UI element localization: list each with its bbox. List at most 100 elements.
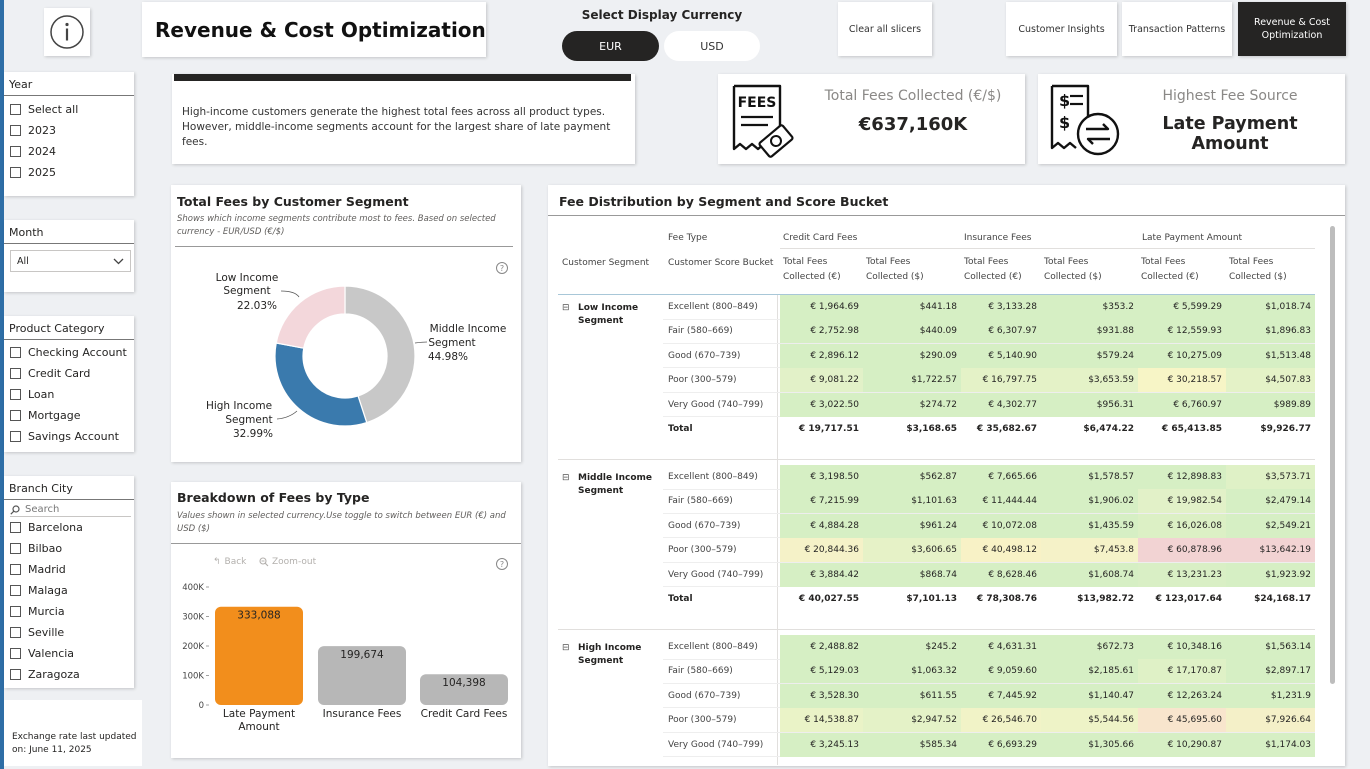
value-cell: $3,606.65 <box>863 538 961 563</box>
value-cell: $1,906.02 <box>1041 489 1138 514</box>
city-option[interactable]: Bilbao <box>4 538 134 559</box>
currency-eur-button[interactable]: EUR <box>562 31 659 61</box>
segment-divider <box>558 459 1315 460</box>
clear-slicers-button[interactable]: Clear all slicers <box>838 2 932 56</box>
checkbox[interactable] <box>10 389 21 400</box>
value-cell: $1,923.92 <box>1226 562 1315 587</box>
year-option[interactable]: 2023 <box>4 120 134 141</box>
insight-card: High-income customers generate the highe… <box>172 74 635 164</box>
back-button[interactable]: ↰ Back <box>213 557 247 567</box>
checkbox[interactable] <box>10 522 21 533</box>
total-label: Total <box>668 424 693 434</box>
collapse-icon[interactable]: ⊟ <box>562 473 570 483</box>
table-row: Good (670–739) € 4,884.28 $961.24 € 10,072.… <box>558 513 1318 539</box>
help-icon[interactable]: ? <box>495 261 509 275</box>
y-tick-label: 300K <box>182 613 204 623</box>
bar-insurance-fees[interactable] <box>318 646 406 705</box>
year-option[interactable]: Select all <box>4 99 134 120</box>
bar-credit-card-fees[interactable] <box>420 674 508 705</box>
value-cell: € 7,665.66 <box>961 465 1041 489</box>
checkbox[interactable] <box>10 410 21 421</box>
checkbox[interactable] <box>10 648 21 659</box>
tab-revenue-cost[interactable]: Revenue & Cost Optimization <box>1238 2 1346 56</box>
info-button[interactable] <box>44 8 90 56</box>
total-cell: € 123,017.64 <box>1155 594 1222 604</box>
tab-transaction-patterns[interactable]: Transaction Patterns <box>1122 2 1232 56</box>
row-divider <box>663 731 1315 733</box>
sub-header-eur: Total Fees Collected (€) <box>964 257 1022 282</box>
checkbox[interactable] <box>10 167 21 178</box>
donut-slice-high-income-segment[interactable] <box>274 342 368 427</box>
checkbox[interactable] <box>10 669 21 680</box>
tab-customer-insights[interactable]: Customer Insights <box>1006 2 1117 56</box>
y-tick-label: 200K <box>182 642 204 652</box>
checkbox[interactable] <box>10 104 21 115</box>
product-option[interactable]: Mortgage <box>4 405 134 426</box>
year-option[interactable]: 2024 <box>4 141 134 162</box>
checkbox[interactable] <box>10 543 21 554</box>
city-option[interactable]: Barcelona <box>4 517 134 538</box>
value-cell: € 3,198.50 <box>780 465 863 489</box>
zoom-out-button[interactable]: Zoom-out <box>259 557 316 567</box>
donut-slice-low-income-segment[interactable] <box>275 285 346 349</box>
value-cell: € 3,245.13 <box>780 732 863 757</box>
product-option[interactable]: Credit Card <box>4 363 134 384</box>
checkbox[interactable] <box>10 564 21 575</box>
total-cell: $24,168.17 <box>1254 594 1311 604</box>
product-option[interactable]: Checking Account <box>4 342 134 363</box>
city-option[interactable]: Madrid <box>4 559 134 580</box>
checkbox[interactable] <box>10 627 21 638</box>
checkbox[interactable] <box>10 431 21 442</box>
segment-divider <box>558 629 1315 630</box>
checkbox[interactable] <box>10 606 21 617</box>
segment-row-header[interactable]: ⊟ High Income Segment <box>562 643 642 666</box>
row-divider <box>663 342 1315 344</box>
currency-usd-button[interactable]: USD <box>664 31 760 61</box>
city-search-input[interactable]: Search <box>10 503 131 517</box>
year-option[interactable]: 2025 <box>4 162 134 183</box>
product-option[interactable]: Loan <box>4 384 134 405</box>
donut-slice-middle-income-segment[interactable] <box>344 285 416 424</box>
city-option[interactable]: Malaga <box>4 580 134 601</box>
bar-late-payment[interactable] <box>215 606 303 705</box>
city-option[interactable]: Zaragoza <box>4 664 134 685</box>
value-cell: $562.87 <box>863 465 961 489</box>
collapse-icon[interactable]: ⊟ <box>562 643 570 653</box>
table-row: Excellent (800–849) € 2,488.82 $245.2 € 4,6… <box>558 635 1318 660</box>
value-cell: $440.09 <box>863 319 961 344</box>
segment-row-header[interactable]: ⊟ Middle Income Segment <box>562 473 653 496</box>
city-option[interactable]: Valencia <box>4 643 134 664</box>
row-divider <box>663 537 1315 539</box>
value-cell: $290.09 <box>863 343 961 368</box>
value-cell: $245.2 <box>863 635 961 659</box>
product-option[interactable]: Savings Account <box>4 426 134 447</box>
total-cell: $7,101.13 <box>906 594 957 604</box>
month-slicer-title: Month <box>4 220 134 244</box>
matrix-scrollbar[interactable] <box>1330 226 1335 684</box>
month-dropdown[interactable]: All <box>10 250 131 272</box>
row-divider <box>663 658 1315 660</box>
checkbox[interactable] <box>10 146 21 157</box>
value-cell: € 1,964.69 <box>780 295 863 319</box>
total-cell: $6,474.22 <box>1083 424 1134 434</box>
city-option[interactable]: Murcia <box>4 601 134 622</box>
score-bucket-cell: Very Good (740–799) <box>668 739 764 750</box>
bar-chart-subtitle: Values shown in selected currency.Use to… <box>177 511 506 534</box>
bar-data-label: 333,088 <box>237 610 280 622</box>
value-cell: € 10,072.08 <box>961 513 1041 538</box>
fee-type-label: Fee Type <box>668 233 708 243</box>
checkbox[interactable] <box>10 347 21 358</box>
checkbox[interactable] <box>10 368 21 379</box>
segment-row-header[interactable]: ⊟ Low Income Segment <box>562 303 639 326</box>
checkbox[interactable] <box>10 125 21 136</box>
help-icon[interactable]: ? <box>495 557 509 571</box>
value-cell: € 2,488.82 <box>780 635 863 659</box>
svg-text:Middle Income: Middle Income <box>430 323 507 335</box>
title-card: Revenue & Cost Optimization <box>142 2 486 57</box>
collapse-icon[interactable]: ⊟ <box>562 303 570 313</box>
city-option[interactable]: Seville <box>4 622 134 643</box>
checkbox[interactable] <box>10 585 21 596</box>
total-cell: € 40,027.55 <box>798 594 859 604</box>
value-cell: € 7,445.92 <box>961 683 1041 708</box>
value-cell: € 3,884.42 <box>780 562 863 587</box>
